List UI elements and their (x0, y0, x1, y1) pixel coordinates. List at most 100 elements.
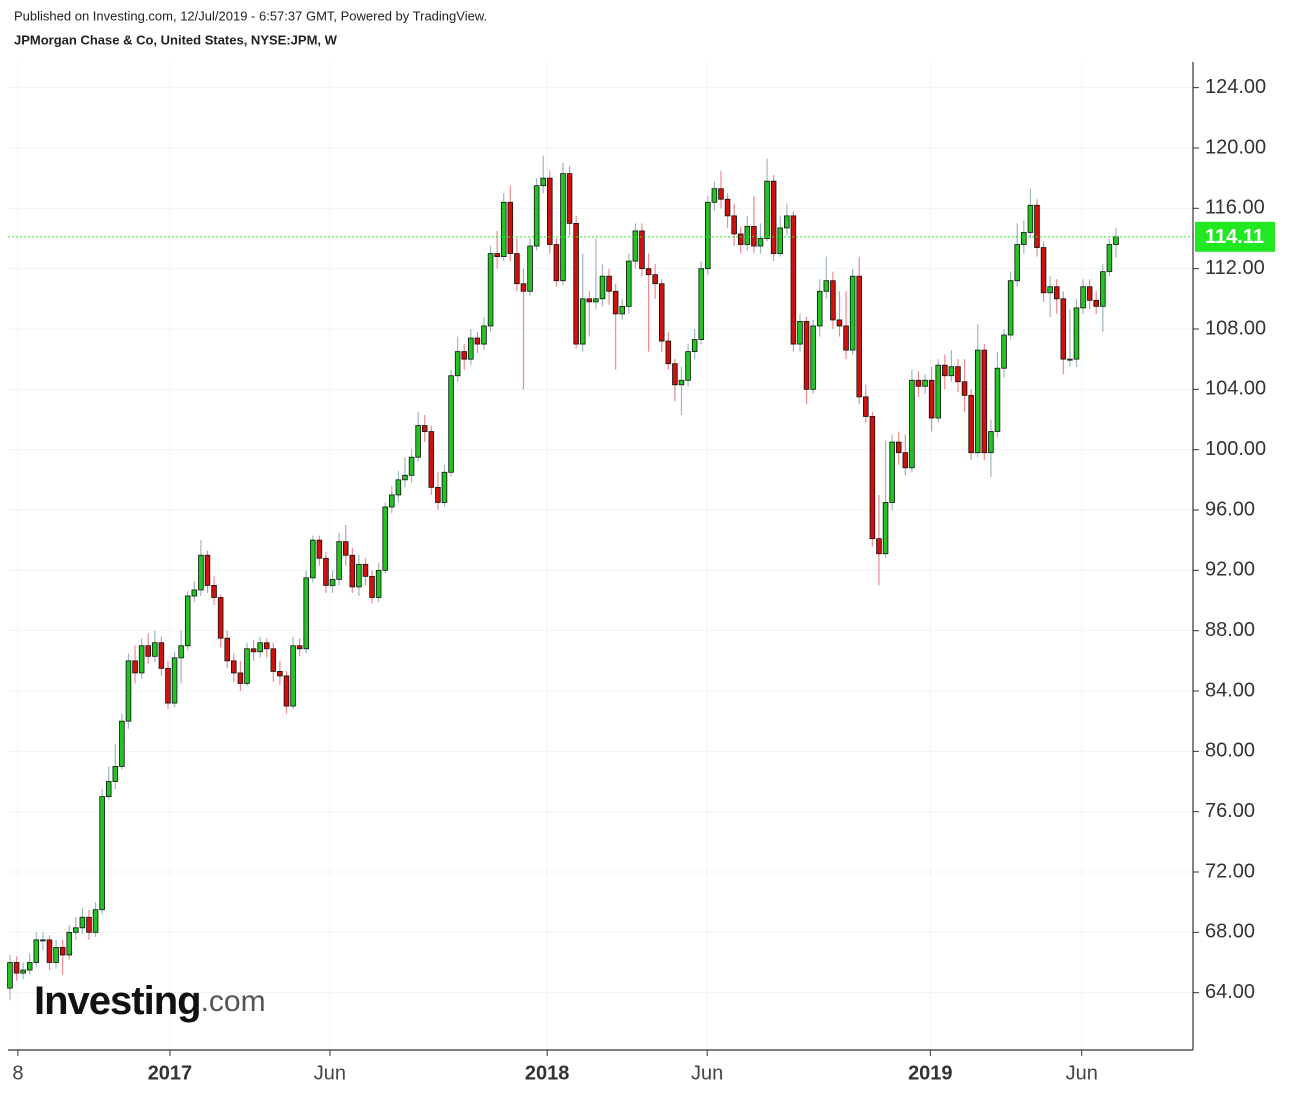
candle-body (922, 379, 928, 387)
candle-body (1106, 244, 1113, 273)
candle-body (92, 909, 99, 933)
candle-body (593, 298, 599, 303)
x-tick-label: 2018 (525, 1062, 570, 1084)
candle-body (487, 253, 494, 327)
candle-body (527, 245, 533, 292)
candle-body (1014, 244, 1020, 282)
candle-body (507, 201, 514, 254)
x-tick-label: 2017 (148, 1062, 193, 1084)
candle-body (540, 177, 546, 187)
y-tick-label: 96.00 (1205, 498, 1255, 520)
candle-body (329, 578, 336, 586)
candle-body (145, 645, 151, 657)
candle-body (955, 366, 961, 383)
candle-body (20, 969, 26, 974)
candle-body (290, 645, 296, 707)
candle-body (402, 474, 408, 481)
y-tick-label: 104.00 (1205, 378, 1266, 400)
candle-body (342, 541, 349, 556)
candle-body (672, 363, 678, 386)
candle-body (942, 364, 948, 377)
candle-body (882, 502, 889, 555)
candle-body (974, 349, 981, 454)
candle-body (685, 351, 691, 381)
candle-body (599, 275, 606, 300)
y-tick-label: 76.00 (1205, 800, 1255, 822)
candle-body (1007, 280, 1014, 336)
candle-body (263, 642, 270, 650)
candle-body (303, 577, 309, 650)
candle-body (869, 416, 876, 540)
last-price-label: 114.11 (1205, 226, 1264, 248)
candle-body (310, 539, 316, 579)
candle-body (1113, 236, 1119, 245)
y-tick-label: 100.00 (1205, 438, 1266, 460)
candle-body (856, 275, 862, 398)
candle-body (744, 226, 751, 245)
y-tick-label: 116.00 (1205, 197, 1265, 219)
candle-body (895, 441, 902, 454)
candle-body (816, 290, 823, 327)
candle-body (1034, 204, 1040, 248)
watermark: Investing.com (34, 979, 266, 1023)
candle-body (777, 227, 783, 254)
candle-body (520, 283, 527, 292)
candle-body (1001, 334, 1007, 369)
candle-body (119, 720, 125, 767)
candle-body (698, 268, 704, 340)
candle-body (231, 660, 237, 674)
candle-body (1040, 247, 1047, 294)
y-tick-label: 108.00 (1205, 317, 1266, 339)
watermark-brand: Investing (34, 979, 201, 1023)
candle-body (356, 563, 362, 588)
candle-body (803, 321, 810, 390)
candle-body (849, 275, 856, 351)
candle-body (296, 645, 303, 650)
candle-body (1047, 286, 1053, 294)
candle-body (198, 554, 204, 591)
candle-body (1021, 232, 1027, 245)
candle-body (547, 177, 553, 245)
y-tick-label: 80.00 (1205, 740, 1255, 762)
candle-body (764, 180, 770, 239)
candle-body (553, 244, 560, 282)
candle-body (112, 766, 119, 782)
x-tick-label: 8 (12, 1062, 23, 1084)
candle-body (566, 173, 573, 224)
candle-body (441, 471, 448, 503)
candle-body (935, 364, 941, 419)
candle-body (586, 298, 593, 303)
candle-body (678, 379, 685, 386)
candle-body (336, 541, 342, 580)
candle-body (1100, 271, 1106, 307)
candle-body (73, 927, 79, 933)
candle-body (757, 238, 764, 247)
candle-body (902, 452, 909, 469)
candle-body (863, 396, 869, 417)
candle-body (283, 675, 290, 707)
candle-body (961, 381, 968, 396)
candle-body (257, 642, 263, 653)
candle-body (382, 506, 388, 571)
candle-body (691, 339, 698, 353)
candle-body (494, 253, 500, 257)
candle-body (53, 947, 59, 963)
y-tick-label: 92.00 (1205, 559, 1255, 581)
candle-body (797, 321, 803, 345)
candle-body (171, 657, 178, 704)
y-tick-label: 64.00 (1205, 981, 1255, 1003)
candle-body (1086, 286, 1093, 301)
candle-body (843, 325, 849, 351)
candle-body (66, 931, 72, 956)
candle-body (237, 672, 244, 684)
chart-title: JPMorgan Chase & Co, United States, NYSE… (14, 32, 338, 47)
candle-body (481, 325, 487, 345)
candle-body (619, 305, 625, 315)
candle-body (435, 486, 441, 503)
candle-body (612, 290, 619, 315)
candle-body (415, 425, 421, 458)
candle-body (731, 215, 737, 235)
candle-body (579, 298, 586, 345)
candle-body (915, 379, 922, 387)
candle-body (270, 648, 277, 672)
